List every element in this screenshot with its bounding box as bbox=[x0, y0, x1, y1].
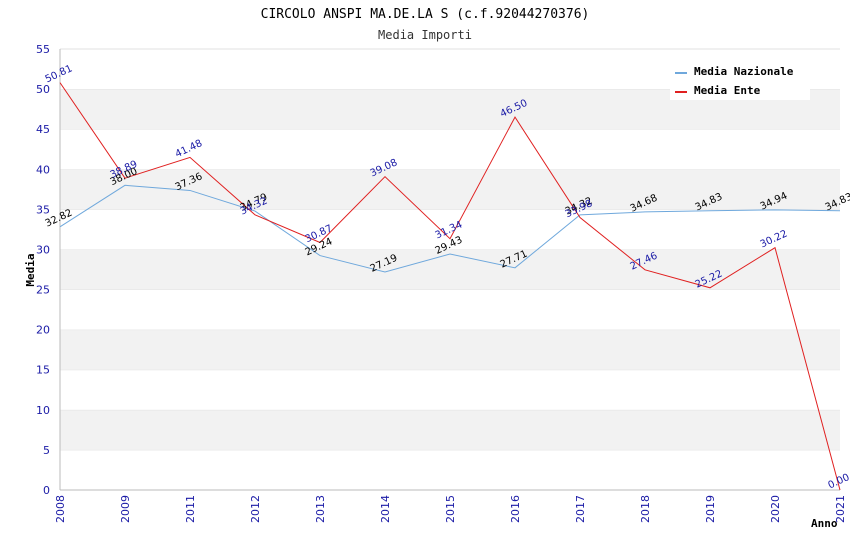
x-tick-label: 2012 bbox=[249, 495, 262, 523]
legend-entry-nazionale: Media Nazionale bbox=[694, 65, 794, 78]
y-tick-label: 0 bbox=[43, 484, 50, 497]
grid-band bbox=[60, 249, 840, 290]
x-tick-label: 2020 bbox=[769, 495, 782, 523]
x-tick-label: 2019 bbox=[704, 495, 717, 523]
grid-band bbox=[60, 129, 840, 170]
y-tick-label: 20 bbox=[36, 324, 50, 337]
axes bbox=[59, 49, 840, 491]
y-tick-label: 55 bbox=[36, 43, 50, 56]
y-tick-label: 45 bbox=[36, 123, 50, 136]
legend-entry-ente: Media Ente bbox=[694, 84, 761, 97]
x-tick-label: 2015 bbox=[444, 495, 457, 523]
x-tick-label: 2014 bbox=[379, 495, 392, 523]
y-tick-label: 25 bbox=[36, 284, 50, 297]
x-tick-label: 2021 bbox=[834, 495, 847, 523]
x-tick-label: 2011 bbox=[184, 495, 197, 523]
y-axis-label: Media bbox=[24, 253, 37, 286]
legend: Media Nazionale Media Ente bbox=[670, 60, 810, 100]
x-tick-label: 2018 bbox=[639, 495, 652, 523]
y-tick-label: 30 bbox=[36, 243, 50, 256]
y-tick-label: 10 bbox=[36, 404, 50, 417]
x-tick-label: 2008 bbox=[54, 495, 67, 523]
grid-band bbox=[60, 409, 840, 450]
x-tick-label: 2013 bbox=[314, 495, 327, 523]
grid-band bbox=[60, 369, 840, 410]
chart-subtitle: Media Importi bbox=[378, 28, 472, 42]
grid-band bbox=[60, 329, 840, 370]
chart-title: CIRCOLO ANSPI MA.DE.LA S (c.f.9204427037… bbox=[261, 7, 590, 22]
series-lines bbox=[59, 82, 841, 491]
y-tick-label: 35 bbox=[36, 203, 50, 216]
x-tick-label: 2016 bbox=[509, 495, 522, 523]
y-tick-label: 15 bbox=[36, 364, 50, 377]
series-line-nazionale bbox=[59, 184, 841, 273]
series-line-ente bbox=[59, 82, 841, 491]
grid-band bbox=[60, 209, 840, 250]
grid-band bbox=[60, 449, 840, 490]
x-tick-label: 2009 bbox=[119, 495, 132, 523]
y-tick-label: 5 bbox=[43, 444, 50, 457]
grid-band bbox=[60, 289, 840, 330]
grid-bands bbox=[60, 48, 840, 490]
x-tick-label: 2017 bbox=[574, 495, 587, 523]
y-tick-label: 40 bbox=[36, 163, 50, 176]
legend-box bbox=[670, 60, 810, 100]
y-tick-label: 50 bbox=[36, 83, 50, 96]
grid-band bbox=[60, 169, 840, 210]
x-tick-labels: 2008 2009 2011 2012 2013 2014 2015 2016 2017 2018… bbox=[54, 495, 847, 523]
x-axis-label: Anno bbox=[811, 517, 838, 530]
y-tick-labels: 0 5 10 15 20 25 30 35 40 45 50 55 bbox=[36, 43, 50, 497]
